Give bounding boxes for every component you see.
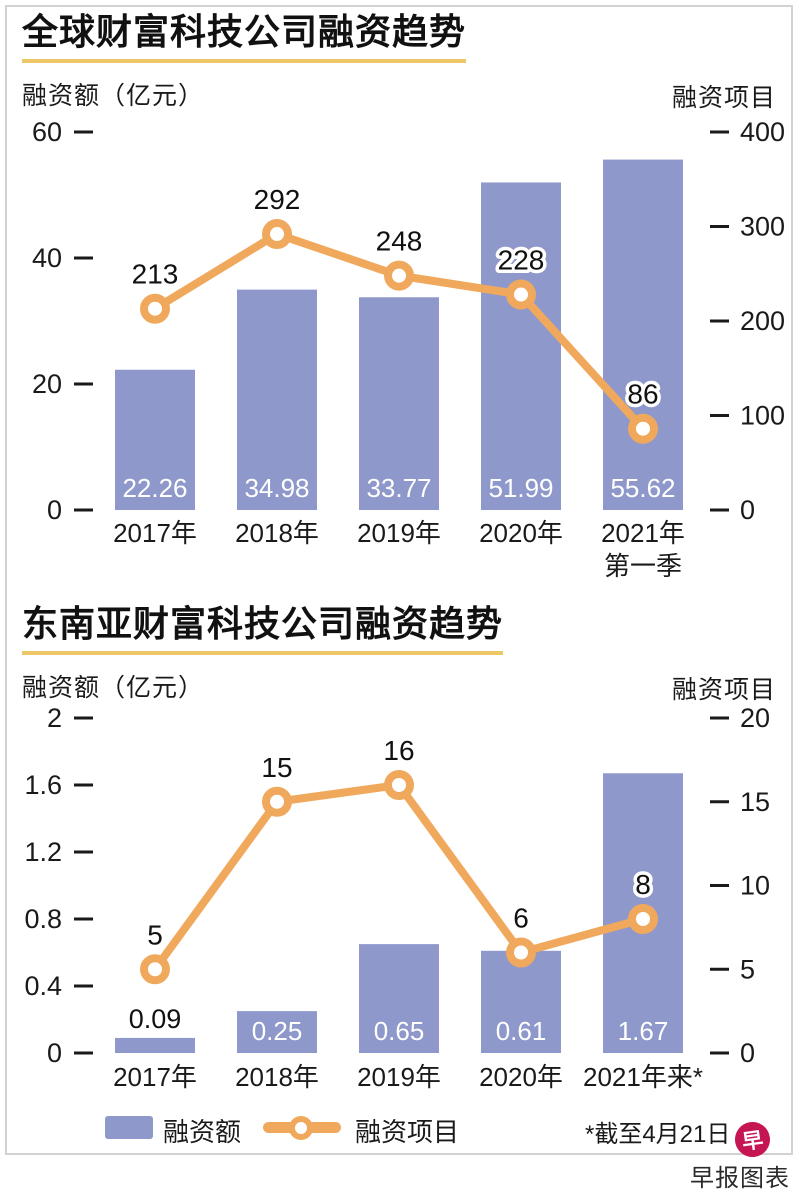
svg-text:2018年: 2018年 bbox=[235, 1062, 319, 1092]
footnote: *截至4月21日 bbox=[585, 1121, 731, 1148]
svg-text:0.8: 0.8 bbox=[24, 904, 62, 934]
svg-text:1.67: 1.67 bbox=[618, 1016, 669, 1046]
svg-text:20: 20 bbox=[32, 369, 62, 399]
svg-text:292: 292 bbox=[254, 184, 301, 215]
svg-text:300: 300 bbox=[740, 212, 785, 242]
chart2-right-axis-label: 融资项目 bbox=[671, 676, 776, 704]
svg-text:16: 16 bbox=[383, 735, 414, 766]
svg-text:10: 10 bbox=[740, 871, 770, 901]
legend: 融资额 融资项目 *截至4月21日 bbox=[0, 1110, 800, 1150]
chart2-plot: 2 1.6 1.2 0.8 0.4 0 20 15 10 5 0 0.09 0.25 0.65 0.61 1.… bbox=[24, 703, 770, 1092]
svg-text:200: 200 bbox=[740, 306, 785, 336]
svg-text:22.26: 22.26 bbox=[122, 473, 187, 503]
svg-text:0.61: 0.61 bbox=[496, 1016, 547, 1046]
svg-text:33.77: 33.77 bbox=[366, 473, 431, 503]
legend-line-label: 融资项目 bbox=[355, 1117, 460, 1147]
svg-text:51.99: 51.99 bbox=[488, 473, 553, 503]
svg-text:0.4: 0.4 bbox=[24, 971, 62, 1001]
svg-text:5: 5 bbox=[147, 919, 163, 950]
legend-bar-label: 融资额 bbox=[163, 1117, 242, 1147]
svg-text:15: 15 bbox=[261, 752, 292, 783]
svg-text:8: 8 bbox=[635, 869, 651, 900]
svg-text:2021年来*: 2021年来* bbox=[583, 1062, 703, 1092]
svg-text:0: 0 bbox=[740, 1038, 755, 1068]
svg-text:2: 2 bbox=[47, 703, 62, 733]
svg-text:2019年: 2019年 bbox=[357, 518, 441, 548]
svg-text:20: 20 bbox=[740, 703, 770, 733]
svg-text:0: 0 bbox=[740, 495, 755, 525]
svg-text:0.65: 0.65 bbox=[374, 1016, 425, 1046]
svg-text:0.25: 0.25 bbox=[252, 1016, 303, 1046]
svg-text:15: 15 bbox=[740, 787, 770, 817]
svg-text:213: 213 bbox=[132, 259, 179, 290]
chart2-title: 东南亚财富科技公司融资趋势 bbox=[22, 604, 504, 655]
svg-text:2020年: 2020年 bbox=[479, 1062, 563, 1092]
svg-text:248: 248 bbox=[376, 226, 423, 257]
svg-text:2019年: 2019年 bbox=[357, 1062, 441, 1092]
svg-text:6: 6 bbox=[513, 903, 529, 934]
svg-text:1.6: 1.6 bbox=[24, 770, 62, 800]
legend-line-marker-icon bbox=[289, 1116, 313, 1140]
svg-text:第一季: 第一季 bbox=[604, 551, 682, 581]
svg-text:0: 0 bbox=[47, 1038, 62, 1068]
svg-text:2017年: 2017年 bbox=[113, 518, 197, 548]
svg-text:2017年: 2017年 bbox=[113, 1062, 197, 1092]
svg-text:0.09: 0.09 bbox=[129, 1004, 182, 1034]
chart2-left-axis-label: 融资额（亿元） bbox=[22, 674, 205, 702]
svg-text:40: 40 bbox=[32, 243, 62, 273]
chart1-left-axis-label: 融资额（亿元） bbox=[22, 82, 205, 110]
svg-text:86: 86 bbox=[627, 379, 658, 410]
svg-text:100: 100 bbox=[740, 401, 785, 431]
chart1-right-axis-label: 融资项目 bbox=[671, 84, 776, 112]
svg-text:400: 400 bbox=[740, 117, 785, 147]
svg-text:2018年: 2018年 bbox=[235, 518, 319, 548]
legend-line-sample bbox=[263, 1116, 341, 1140]
svg-text:60: 60 bbox=[32, 117, 62, 147]
svg-text:5: 5 bbox=[740, 954, 755, 984]
svg-text:1.2: 1.2 bbox=[24, 837, 62, 867]
svg-text:0: 0 bbox=[47, 495, 62, 525]
legend-bar-swatch bbox=[105, 1116, 153, 1139]
svg-text:2020年: 2020年 bbox=[479, 518, 563, 548]
svg-text:55.62: 55.62 bbox=[610, 473, 675, 503]
chart1-title: 全球财富科技公司融资趋势 bbox=[22, 12, 467, 63]
svg-text:228: 228 bbox=[498, 245, 545, 276]
svg-text:34.98: 34.98 bbox=[244, 473, 309, 503]
svg-text:2021年: 2021年 bbox=[601, 518, 685, 548]
